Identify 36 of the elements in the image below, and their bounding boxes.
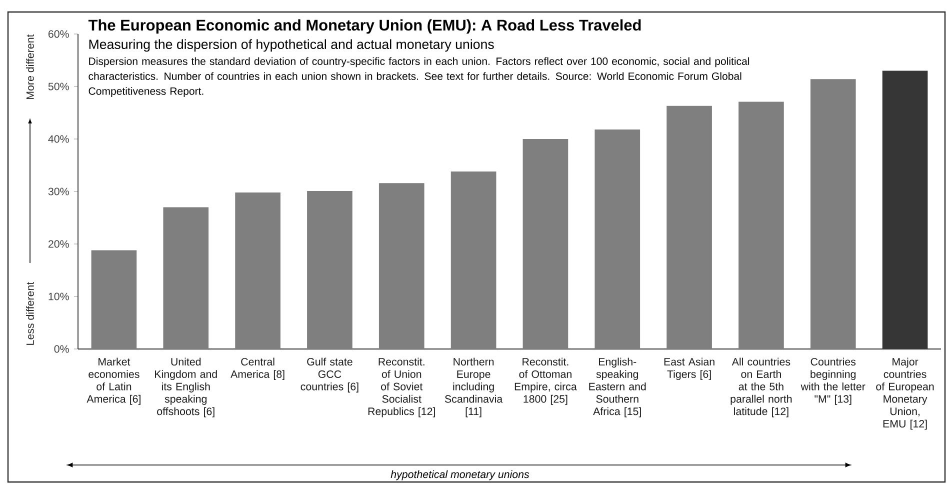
- bar: [163, 207, 209, 349]
- x-tick-label: Countries beginning with the letter "M" [13]: [800, 358, 866, 405]
- x-tick-label: Gulf state GCC countries [6]: [300, 358, 358, 392]
- y-tick-label: 30%: [48, 188, 69, 196]
- bar: [91, 250, 137, 349]
- bar: [594, 130, 640, 349]
- y-tick-label: 50%: [48, 82, 69, 90]
- x-tick-label: Market economies of Latin America [6]: [86, 358, 140, 405]
- bar: [666, 106, 712, 349]
- x-tick-label: United Kingdom and its English speaking offshoots [6]: [155, 358, 217, 418]
- bar: [307, 190, 352, 349]
- bar: [810, 79, 856, 349]
- bar: [378, 183, 424, 349]
- x-tick-label: Reconstit. of Ottoman Empire, circa 1800 [25]: [514, 358, 577, 405]
- y-tick-label: 60%: [48, 30, 69, 38]
- x-tick-label: East Asian Tigers [6]: [664, 358, 714, 380]
- x-tick-label: Northern Europe including Scandinavia [11]: [444, 358, 503, 418]
- annotation: Dispersion measures the standard deviation of country-specific factors in each union. Factors reflect over 100 economic, social and political characteristics. Number of countries in each union shown in brackets. See text for further details. Source: World Economic Forum Global Competitiveness Report.: [88, 57, 750, 97]
- x-tick-label: Major countries of European Monetary Union, EMU [12]: [876, 358, 934, 430]
- bar: [450, 172, 496, 349]
- bar: [522, 138, 568, 349]
- y-tick-label: 20%: [48, 240, 69, 248]
- x-tick-label: Central America [8]: [230, 358, 284, 380]
- y-tick-label: 0%: [54, 345, 69, 353]
- chart-title: The European Economic and Monetary Union (EMU): A Road Less Traveled: [88, 19, 641, 34]
- y-tick-label: 40%: [48, 135, 69, 143]
- x-tick-label: Reconstit. of Union of Soviet Socialist Republics [12]: [368, 358, 435, 418]
- bar: [235, 192, 280, 349]
- y-tick-label: 10%: [48, 292, 69, 300]
- chart-subtitle: Measuring the dispersion of hypothetical and actual monetary unions: [89, 39, 494, 52]
- text: Less different: [26, 282, 34, 345]
- x-tick-label: All countries on Earth at the 5th parallel north latitude [12]: [730, 358, 792, 418]
- bar: [738, 102, 784, 349]
- text: hypothetical monetary unions: [390, 470, 530, 480]
- x-tick-label: English-speaking Eastern and Southern Africa [15]: [589, 358, 646, 418]
- text: More different: [26, 34, 34, 99]
